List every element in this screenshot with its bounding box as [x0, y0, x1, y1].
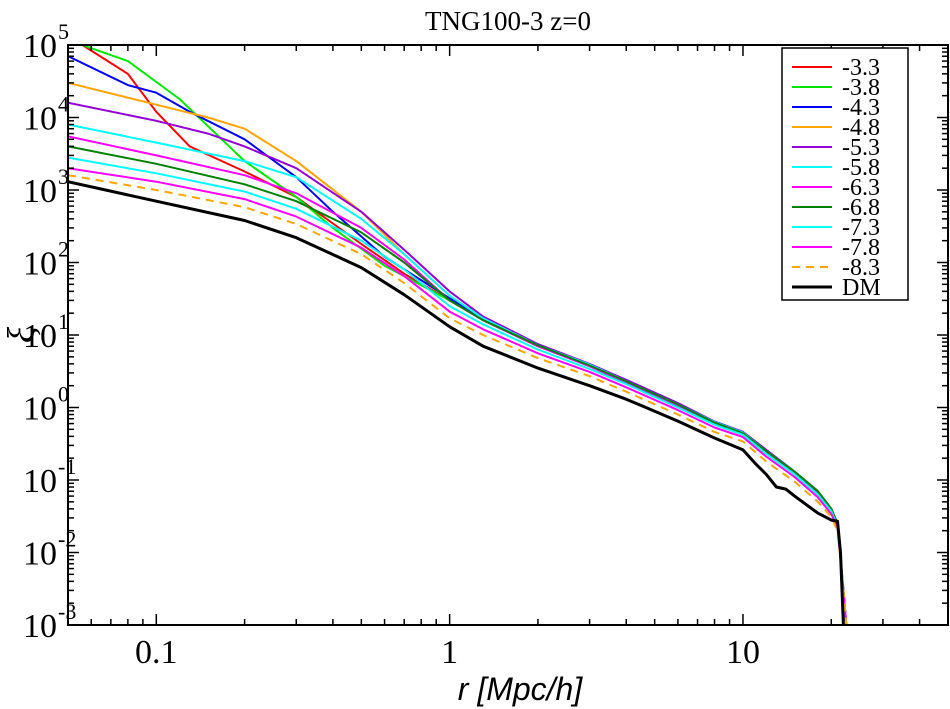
y-tick-label: 10 5 [23, 19, 69, 65]
legend-item: -8.3 [792, 255, 880, 281]
y-tick-label: 10 -1 [23, 454, 76, 500]
series-line [68, 167, 848, 625]
y-tick-label-exponent: -2 [58, 527, 76, 552]
y-tick-label-base: 10 [23, 28, 57, 65]
legend-item: -4.3 [792, 95, 880, 121]
legend-item: -5.8 [792, 155, 880, 181]
legend-label: -6.8 [842, 195, 880, 221]
y-tick-label: 10 0 [23, 382, 69, 428]
x-axis: 0.1 1 10 [67, 45, 949, 671]
legend-label: -4.3 [842, 95, 880, 121]
x-axis-label: r [Mpc/h] [458, 671, 584, 707]
y-tick-label-base: 10 [23, 608, 57, 645]
y-tick-label-base: 10 [23, 463, 57, 500]
legend-item: -7.8 [792, 235, 880, 261]
legend-label: -3.3 [842, 55, 880, 81]
series-line [68, 135, 848, 625]
y-tick-label: 10 -3 [23, 599, 76, 645]
y-tick-label: 10 4 [23, 92, 69, 138]
legend-item: -3.3 [792, 55, 880, 81]
legend-item: DM [792, 275, 881, 301]
legend-box [781, 47, 909, 301]
y-tick-label-base: 10 [23, 536, 57, 573]
series-line [68, 174, 848, 625]
y-tick-label-base: 10 [23, 173, 57, 210]
legend: -3.3-3.8-4.3-4.8-5.3-5.8-6.3-6.8-7.3-7.8… [781, 47, 909, 301]
legend-label: -4.8 [842, 115, 880, 141]
series-line [68, 156, 848, 625]
legend-label: -3.8 [842, 75, 880, 101]
y-tick-label-exponent: 5 [58, 19, 69, 44]
y-tick-label: 10 1 [23, 309, 69, 355]
legend-item: -6.3 [792, 175, 880, 201]
plot-series [68, 45, 848, 625]
x-tick-label: 1 [441, 634, 458, 671]
y-tick-label-base: 10 [23, 101, 57, 138]
legend-label: -5.3 [842, 135, 880, 161]
legend-label: -7.3 [842, 215, 880, 241]
y-tick-label-base: 10 [23, 246, 57, 283]
y-tick-label-exponent: -1 [58, 454, 76, 479]
legend-item: -3.8 [792, 75, 880, 101]
y-tick-label-exponent: 2 [58, 237, 69, 262]
y-axis-label: ξ [1, 326, 43, 343]
y-tick-label: 10 2 [23, 237, 69, 283]
series-line [68, 101, 848, 625]
x-tick-label: 0.1 [135, 634, 178, 671]
legend-item: -7.3 [792, 215, 880, 241]
series-line [68, 123, 848, 625]
y-tick-label: 10 -2 [23, 527, 76, 573]
y-tick-label-exponent: 4 [58, 92, 69, 117]
series-line [68, 81, 848, 625]
x-tick-label: 10 [726, 634, 760, 671]
series-line [68, 180, 845, 625]
legend-label: -8.3 [842, 255, 880, 281]
legend-label: -7.8 [842, 235, 880, 261]
y-tick-label-exponent: 1 [58, 309, 69, 334]
legend-label: -5.8 [842, 155, 880, 181]
y-tick-label-base: 10 [23, 318, 57, 355]
y-tick-label-exponent: 0 [58, 382, 69, 407]
legend-item: -5.3 [792, 135, 880, 161]
series-line [68, 145, 848, 625]
legend-label: DM [842, 275, 881, 301]
legend-item: -6.8 [792, 195, 880, 221]
chart-title: TNG100-3 z=0 [425, 6, 591, 36]
legend-label: -6.3 [842, 175, 880, 201]
y-tick-label-exponent: -3 [58, 599, 76, 624]
y-tick-label-base: 10 [23, 391, 57, 428]
y-tick-label-exponent: 3 [58, 164, 69, 189]
y-tick-label: 10 3 [23, 164, 69, 210]
legend-item: -4.8 [792, 115, 880, 141]
